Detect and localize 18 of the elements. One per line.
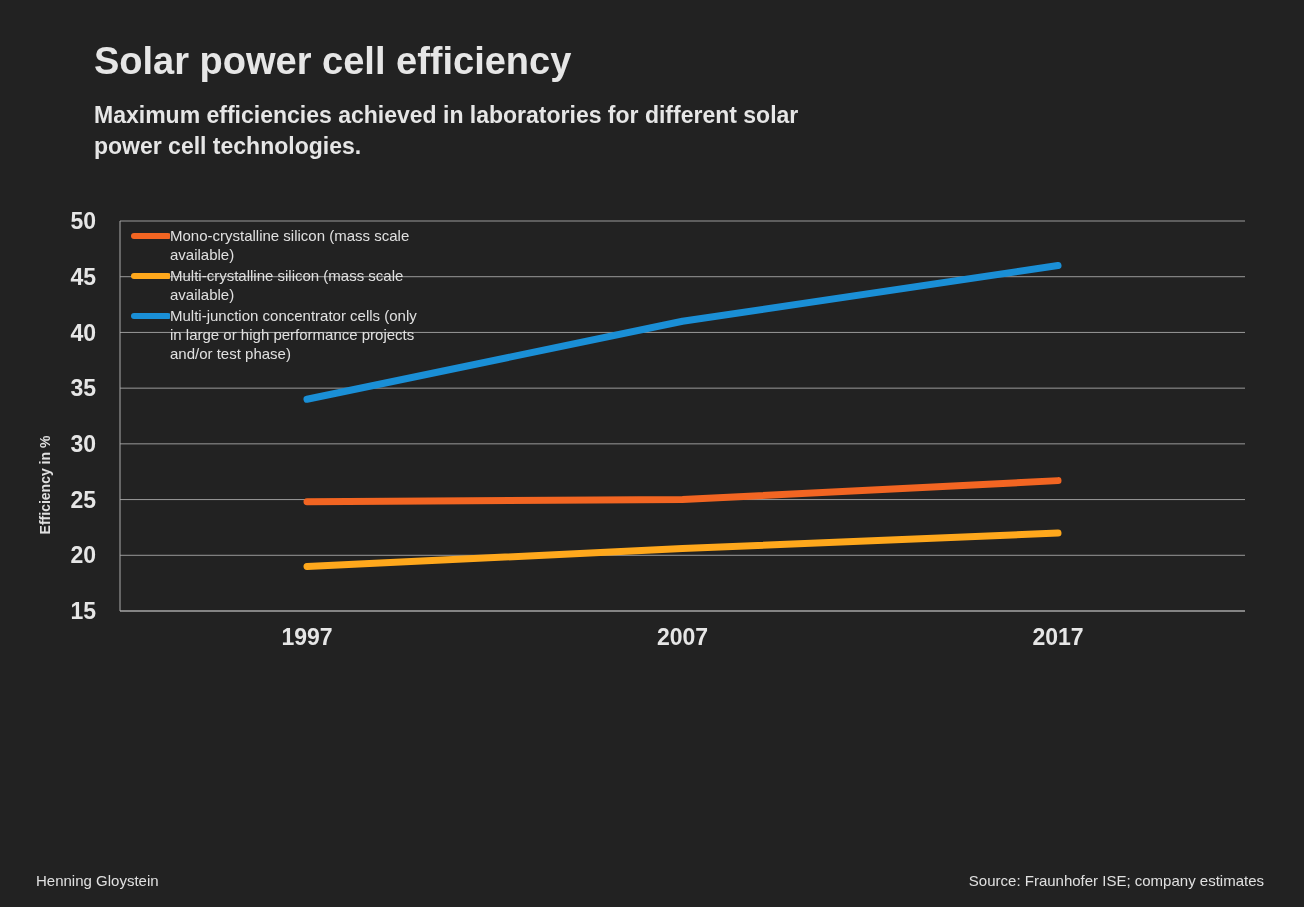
x-tick-label: 2017 (1032, 624, 1084, 651)
source-note: Source: Fraunhofer ISE; company estimates (968, 872, 1264, 889)
legend-label: Mono-crystalline silicon (mass scale available) (170, 226, 411, 264)
y-tick-label: 40 (70, 319, 96, 346)
y-tick-label: 30 (70, 431, 96, 458)
y-tick-label: 15 (70, 598, 97, 625)
y-tick-label: 35 (70, 375, 97, 402)
y-tick-label: 50 (70, 208, 96, 235)
y-tick-label: 20 (70, 542, 96, 569)
x-tick-label: 1997 (281, 624, 333, 651)
legend-label: Multi-crystalline silicon (mass scale available) (170, 266, 405, 304)
text: Henning Gloystein (36, 872, 159, 889)
y-axis-title: Efficiency in % (37, 435, 53, 535)
y-tick-label: 25 (70, 486, 97, 513)
x-tick-label: 2007 (656, 624, 709, 651)
chart-title: Solar power cell efficiency (94, 40, 572, 83)
chart-subtitle: Maximum efficiencies achieved in laboratories for different solar power cell technologies. (94, 101, 800, 161)
y-tick-label: 45 (70, 263, 97, 290)
